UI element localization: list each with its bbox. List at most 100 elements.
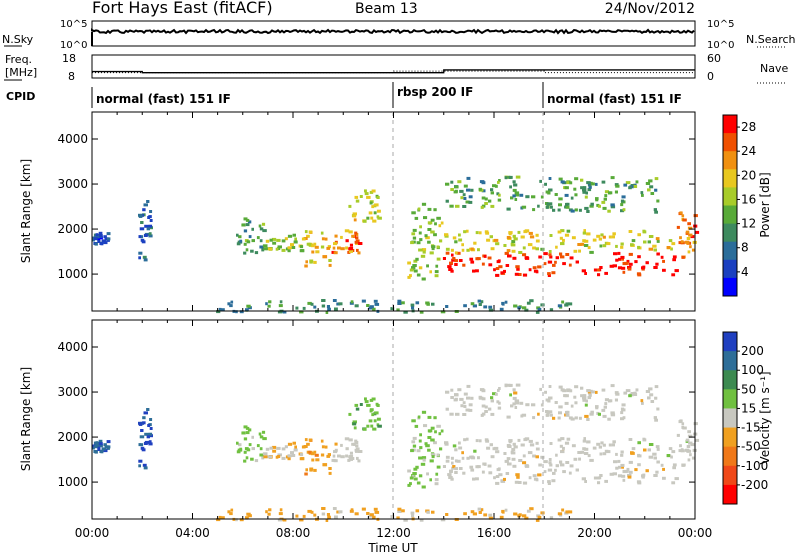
velocity-echo-cell: [251, 435, 254, 439]
power-echo-cell: [622, 261, 627, 265]
power-echo-cell: [454, 189, 458, 193]
power-echo-cell: [430, 218, 435, 222]
velocity-echo-cell: [483, 462, 487, 466]
velocity-echo-cell: [449, 469, 453, 473]
power-echo-cell: [685, 230, 690, 234]
power-echo-cell: [333, 251, 338, 255]
xaxis-label: Time UT: [367, 541, 418, 554]
power-echo-cell: [277, 310, 283, 314]
velocity-echo-cell: [634, 468, 638, 472]
power-echo-cell: [466, 229, 469, 233]
velocity-echo-cell: [656, 447, 660, 451]
power-echo-cell: [562, 262, 566, 266]
power-echo-cell: [306, 234, 310, 238]
power-echo-cell: [507, 254, 512, 258]
power-echo-cell: [642, 265, 646, 269]
power-echo-cell: [640, 191, 644, 195]
power-echo-cell: [562, 238, 565, 242]
power-echo-cell: [517, 230, 521, 234]
velocity-echo-cell: [372, 515, 376, 519]
velocity-echo-cell: [433, 416, 437, 420]
power-echo-cell: [334, 307, 338, 311]
velocity-echo-cell: [612, 472, 617, 476]
power-echo-cell: [454, 185, 459, 189]
power-echo-cell: [586, 181, 591, 185]
noise-left-tick-top: 10^5: [60, 19, 87, 30]
velocity-echo-cell: [600, 441, 604, 445]
power-echo-cells: [92, 175, 700, 314]
velocity-echo-cell: [333, 450, 338, 454]
velocity-echo-cell: [625, 389, 631, 393]
velocity-echo-cell: [521, 413, 527, 417]
power-echo-cell: [513, 237, 518, 241]
nave-trace: [92, 70, 695, 74]
power-echo-cell: [148, 224, 153, 228]
power-echo-cell: [589, 250, 594, 254]
velocity-echo-cell: [583, 452, 589, 455]
velocity-echo-cell: [427, 436, 432, 439]
velocity-echo-cell: [495, 481, 500, 485]
power-echo-cell: [281, 248, 286, 252]
power-echo-cell: [239, 310, 244, 314]
power-echo-cell: [604, 190, 609, 194]
date-label: 24/Nov/2012: [605, 1, 695, 17]
power-echo-cell: [524, 308, 529, 312]
velocity-ytick-label: 2000: [57, 430, 88, 444]
power-echo-cell: [148, 232, 152, 236]
noise-right-tick-bottom: 10^0: [707, 40, 734, 51]
velocity-echo-cell: [488, 471, 493, 475]
velocity-echo-cell: [562, 446, 565, 450]
velocity-echo-cell: [513, 391, 518, 395]
power-echo-cell: [445, 182, 450, 186]
power-echo-cell: [374, 203, 379, 207]
velocity-echo-cell: [578, 457, 581, 461]
power-echo-cell: [602, 244, 607, 248]
velocity-echo-cell: [513, 445, 518, 449]
velocity-echo-cell: [310, 510, 314, 514]
velocity-echo-cell: [568, 471, 572, 475]
velocity-echo-cell: [654, 385, 659, 389]
velocity-echo-cell: [520, 443, 525, 447]
velocity-echo-cell: [503, 452, 507, 455]
velocity-echo-cell: [355, 407, 360, 411]
power-echo-cell: [481, 196, 486, 200]
velocity-echo-cell: [415, 465, 419, 469]
power-echo-cell: [258, 224, 262, 228]
power-echo-cell: [505, 264, 510, 267]
velocity-echo-cell: [679, 419, 683, 423]
velocity-echo-cell: [630, 451, 634, 455]
power-echo-cell: [243, 242, 247, 246]
power-echo-cell: [547, 191, 551, 195]
velocity-echo-cell: [637, 441, 641, 445]
velocity-echo-cell: [655, 470, 659, 474]
velocity-echo-cell: [149, 427, 153, 430]
power-echo-cell: [552, 208, 556, 212]
velocity-echo-cell: [564, 394, 569, 398]
velocity-echo-cell: [514, 399, 520, 403]
power-echo-cell: [656, 199, 660, 203]
velocity-echo-cell: [463, 512, 467, 516]
velocity-echo-cell: [512, 464, 517, 468]
power-echo-cell: [493, 238, 499, 242]
power-echo-cell: [444, 233, 449, 237]
velocity-echo-cell: [637, 453, 640, 457]
power-echo-cell: [411, 211, 416, 215]
velocity-echo-cell: [245, 516, 249, 520]
velocity-echo-cell: [566, 389, 570, 393]
power-echo-cell: [506, 236, 511, 239]
power-echo-cell: [621, 266, 626, 270]
power-echo-cell: [454, 240, 458, 244]
power-echo-cell: [295, 306, 299, 310]
power-echo-cell: [522, 253, 527, 257]
velocity-echo-cell: [440, 429, 444, 433]
power-echo-cell: [459, 189, 464, 193]
velocity-echo-cell: [490, 399, 494, 403]
power-echo-cell: [243, 251, 247, 255]
power-echo-cell: [279, 300, 283, 304]
power-echo-cell: [652, 244, 657, 248]
power-echo-cell: [660, 255, 664, 259]
power-echo-cell: [307, 301, 312, 305]
power-echo-cell: [146, 200, 150, 203]
power-echo-cell: [448, 268, 453, 271]
